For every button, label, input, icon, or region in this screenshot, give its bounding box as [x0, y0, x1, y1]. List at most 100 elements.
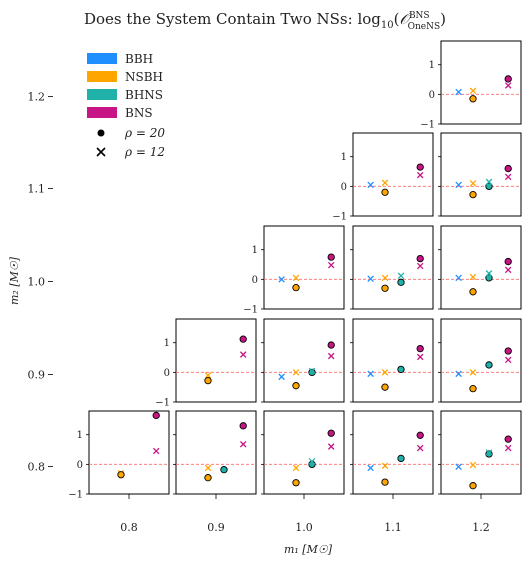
point-bhns-rho20 — [485, 274, 493, 282]
panel-y-tick-label: 1 — [252, 245, 258, 256]
panel-m1-1.2-m2-1 — [438, 225, 522, 310]
outer-x-tick-label: 1.2 — [472, 521, 490, 534]
legend-item-rho20: ρ = 20 — [97, 126, 165, 140]
x-axis-label: m₁ [M☉] — [284, 543, 333, 556]
legend-swatch-bns — [87, 107, 117, 118]
point-bns-rho20 — [416, 344, 424, 353]
panel-y-tick-label: −1 — [332, 212, 347, 223]
point-bns-rho12 — [504, 266, 512, 274]
panel-y-tick-label: 1 — [164, 338, 170, 349]
panel-m1-1.2-m2-1.1 — [438, 132, 522, 217]
outer-y-tick-label: 1.2 — [28, 91, 46, 104]
point-nsbh-rho20 — [381, 188, 389, 196]
point-nsbh-rho20 — [292, 284, 300, 292]
point-nsbh-rho12 — [381, 274, 389, 282]
panel-frame — [352, 225, 434, 310]
legend-item-bns: BNS — [87, 106, 153, 120]
point-bbh-rho12 — [455, 181, 462, 189]
panel-m1-1.1-m2-0.8 — [350, 410, 434, 495]
point-bns-rho12 — [327, 443, 335, 450]
legend: BBH NSBH BHNS BNS ρ = 20 ρ = 12 — [87, 52, 165, 159]
point-bns-rho20 — [504, 435, 512, 443]
point-bns-rho12 — [416, 262, 424, 270]
panel-y-tick-label: 0 — [341, 182, 347, 193]
point-bns-rho20 — [504, 257, 512, 266]
point-bns-rho20 — [327, 253, 335, 261]
point-bhns-rho12 — [485, 270, 493, 277]
legend-marker-circle — [97, 129, 105, 137]
point-nsbh-rho20 — [381, 478, 389, 486]
legend-swatch-nsbh — [87, 71, 117, 82]
point-bns-rho20 — [504, 164, 512, 173]
point-bns-rho20 — [416, 431, 424, 439]
outer-axis-ticks: 0.8 0.9 1.0 1.1 1.2 1.2 1.1 1.0 0.9 0.8 — [28, 91, 490, 535]
point-bns-rho20 — [416, 254, 424, 263]
point-nsbh-rho20 — [469, 482, 477, 490]
point-bns-rho12 — [327, 352, 335, 360]
point-nsbh-rho20 — [469, 95, 477, 103]
outer-y-tick-label: 1.0 — [28, 276, 46, 289]
point-nsbh-rho20 — [117, 471, 125, 479]
legend-marker-cross — [96, 147, 106, 157]
outer-x-tick-label: 1.1 — [384, 521, 402, 534]
point-bhns-rho12 — [397, 272, 405, 280]
panel-frame — [263, 410, 345, 495]
panel-y-tick-label: 0 — [429, 90, 435, 101]
panel-m1-1.1-m2-1.1: 1 0 −1 — [332, 132, 434, 223]
point-bhns-rho20 — [397, 278, 405, 286]
panel-frame — [88, 410, 170, 495]
point-bns-rho12 — [327, 261, 335, 269]
panel-y-tick-label: 1 — [429, 60, 435, 71]
point-bns-rho12 — [239, 351, 247, 358]
panel-frame — [440, 132, 522, 217]
point-bbh-rho12 — [367, 275, 374, 283]
panel-frame — [352, 410, 434, 495]
panel-m1-1.2-m2-1.2: 1 0 −1 — [420, 40, 522, 131]
panel-frame — [440, 410, 522, 495]
point-nsbh-rho20 — [292, 479, 300, 487]
point-bns-rho12 — [504, 173, 512, 181]
point-bbh-rho12 — [367, 181, 374, 189]
point-nsbh-rho12 — [469, 461, 477, 469]
point-bbh-rho12 — [367, 464, 374, 472]
point-nsbh-rho12 — [469, 273, 477, 281]
point-bns-rho20 — [416, 163, 424, 171]
panel-y-tick-label: 0 — [164, 368, 170, 379]
point-nsbh-rho12 — [381, 369, 389, 376]
point-bhns-rho20 — [220, 466, 228, 474]
point-nsbh-rho20 — [204, 474, 212, 482]
panel-m1-1.1-m2-1 — [350, 225, 434, 310]
point-bns-rho20 — [239, 335, 247, 343]
legend-item-nsbh: NSBH — [87, 70, 163, 84]
point-nsbh-rho12 — [469, 369, 477, 376]
chart-title: Does the System Contain Two NSs: log10(𝒪… — [84, 10, 446, 32]
outer-y-tick-label: 0.9 — [28, 369, 46, 382]
point-nsbh-rho12 — [381, 462, 389, 470]
point-bhns-rho20 — [397, 454, 405, 463]
point-bns-rho20 — [239, 422, 247, 430]
legend-label-bbh: BBH — [125, 52, 153, 66]
point-bbh-rho12 — [278, 373, 285, 381]
point-nsbh-rho20 — [469, 288, 477, 296]
point-bhns-rho12 — [485, 449, 493, 456]
point-bns-rho20 — [504, 75, 512, 83]
legend-label-rho20: ρ = 20 — [124, 126, 165, 140]
point-nsbh-rho12 — [292, 369, 300, 376]
point-nsbh-rho20 — [469, 191, 477, 199]
legend-label-nsbh: NSBH — [125, 70, 163, 84]
point-bhns-rho12 — [485, 178, 493, 186]
outer-y-tick-label: 0.8 — [28, 461, 46, 474]
legend-swatch-bhns — [87, 89, 117, 100]
point-bns-rho12 — [416, 171, 424, 179]
outer-x-tick-label: 0.8 — [120, 521, 138, 534]
point-nsbh-rho20 — [469, 385, 477, 393]
panel-m1-1.1-m2-0.9 — [350, 318, 434, 403]
panel-frame — [263, 318, 345, 403]
panel-m1-1-m2-1: 1 0 −1 — [243, 225, 345, 316]
point-bhns-rho20 — [485, 450, 493, 458]
point-bhns-rho20 — [308, 368, 316, 377]
point-bhns-rho20 — [485, 361, 493, 369]
panel-m1-0.8-m2-0.8: 1 0 −1 — [68, 410, 170, 501]
point-bbh-rho12 — [278, 276, 285, 283]
